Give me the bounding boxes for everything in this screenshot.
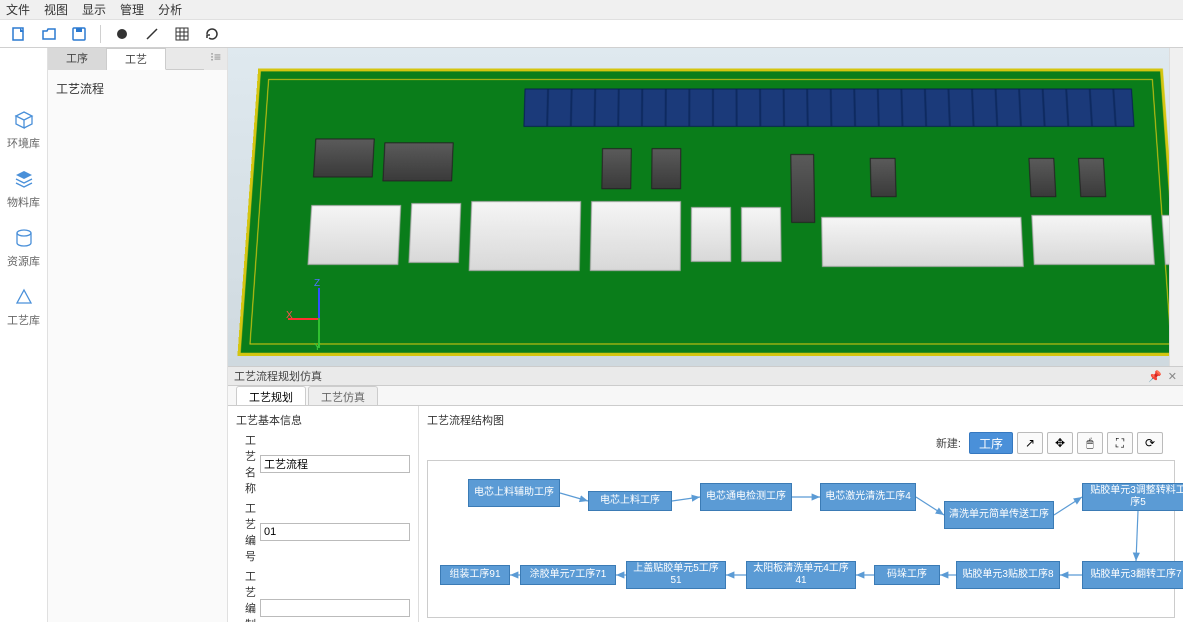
label-maker: 工艺编制人	[236, 568, 260, 622]
tri-icon	[12, 285, 36, 309]
dock-header: 工艺流程规划仿真 📌 ✕	[228, 366, 1183, 386]
flow-node[interactable]: 上盖贴胶单元5工序51	[626, 561, 726, 589]
solar-panel-row	[523, 89, 1134, 127]
flow-node[interactable]: 码垛工序	[874, 565, 940, 585]
rail-process-label: 工艺库	[7, 312, 40, 328]
input-name[interactable]	[260, 455, 410, 473]
dock-title: 工艺流程规划仿真	[234, 368, 322, 384]
flow-node[interactable]: 贴胶单元3调整转料工序5	[1082, 483, 1183, 511]
rail-resource[interactable]: 资源库	[0, 226, 47, 269]
cube-icon	[12, 108, 36, 132]
flow-fit-icon[interactable]: ⛶	[1107, 432, 1133, 454]
tab-gongxu[interactable]: 工序	[48, 48, 107, 70]
rail-process[interactable]: 工艺库	[0, 285, 47, 328]
db-icon	[12, 226, 36, 250]
tree-root[interactable]: 工艺流程	[56, 82, 104, 96]
rail-resource-label: 资源库	[7, 253, 40, 269]
refresh-icon[interactable]	[199, 23, 225, 45]
flow-toolbar: 新建: 工序 ↗ ✥ 🖱 ⛶ ⟳	[936, 432, 1163, 454]
left-panel-tabs: 工序 工艺 ⁝≡	[48, 48, 227, 70]
flow-mouse-icon[interactable]: 🖱	[1077, 432, 1103, 454]
new-icon[interactable]	[6, 23, 32, 45]
rail-env-label: 环境库	[7, 135, 40, 151]
flow-canvas[interactable]: 电芯上料辅助工序 电芯上料工序 电芯通电检测工序电芯激光清洗工序4 清洗单元简单传送工…	[427, 460, 1175, 618]
process-tree[interactable]: 工艺流程	[48, 70, 227, 107]
record-icon[interactable]	[109, 23, 135, 45]
flow-area: 工艺流程结构图 新建: 工序 ↗ ✥ 🖱 ⛶ ⟳ 电芯上料辅助工序电芯上料工序电…	[418, 406, 1183, 622]
dock-content: 工艺基本信息 工艺名称 工艺编号 工艺编制人 关联生产线 电源生产线	[228, 406, 1183, 622]
flow-node[interactable]: 电芯上料工序	[588, 491, 672, 511]
left-panel: 工序 工艺 ⁝≡ 工艺流程	[48, 48, 228, 622]
flow-node[interactable]: 电芯上料辅助工序	[468, 479, 560, 507]
rail-material[interactable]: 物料库	[0, 167, 47, 210]
panel-menu-icon[interactable]: ⁝≡	[204, 48, 227, 70]
flow-node[interactable]: 贴胶单元3贴胶工序8	[956, 561, 1060, 589]
flow-node[interactable]: 组装工序91	[440, 565, 510, 585]
menu-view[interactable]: 视图	[44, 1, 68, 18]
main: 环境库 物料库 资源库 工艺库 工序 工艺 ⁝≡ 工艺流程	[0, 48, 1183, 622]
tab-gongyi[interactable]: 工艺	[107, 48, 166, 70]
label-name: 工艺名称	[236, 432, 260, 496]
viewport-scrollbar[interactable]	[1169, 48, 1183, 366]
open-icon[interactable]	[36, 23, 62, 45]
dock-tab-plan[interactable]: 工艺规划	[236, 386, 306, 405]
form-basic-info: 工艺基本信息 工艺名称 工艺编号 工艺编制人 关联生产线 电源生产线	[228, 406, 418, 622]
dock-pin-icon[interactable]: 📌	[1148, 370, 1162, 383]
toolbar-sep	[100, 25, 101, 43]
viewport-3d[interactable]: X Z Y	[228, 48, 1183, 366]
input-code[interactable]	[260, 523, 410, 541]
rail-material-label: 物料库	[7, 194, 40, 210]
left-rail: 环境库 物料库 资源库 工艺库	[0, 48, 48, 622]
rail-env[interactable]: 环境库	[0, 108, 47, 151]
factory-floor	[237, 69, 1183, 356]
form-group-title: 工艺基本信息	[236, 412, 410, 428]
input-maker[interactable]	[260, 599, 410, 617]
flow-node[interactable]: 涂胶单元7工序71	[520, 565, 616, 585]
layers-icon	[12, 167, 36, 191]
flow-node[interactable]: 贴胶单元3翻转工序7	[1082, 561, 1183, 589]
flow-arrow-icon[interactable]: ↗	[1017, 432, 1043, 454]
center-column: X Z Y 工艺流程规划仿真 📌 ✕ 工艺规划 工艺仿真 工艺基本信息	[228, 48, 1183, 622]
menubar: 文件 视图 显示 管理 分析	[0, 0, 1183, 20]
dock-tab-sim[interactable]: 工艺仿真	[308, 386, 378, 405]
flow-node[interactable]: 清洗单元简单传送工序	[944, 501, 1054, 529]
flow-reload-icon[interactable]: ⟳	[1137, 432, 1163, 454]
axis-gizmo: X Z Y	[288, 288, 348, 348]
menu-disp[interactable]: 显示	[82, 1, 106, 18]
label-code: 工艺编号	[236, 500, 260, 564]
menu-mgmt[interactable]: 管理	[120, 1, 144, 18]
menu-file[interactable]: 文件	[6, 1, 30, 18]
line-icon[interactable]	[139, 23, 165, 45]
flow-node[interactable]: 电芯通电检测工序	[700, 483, 792, 511]
hatch-icon[interactable]	[169, 23, 195, 45]
flow-newlabel: 新建:	[936, 435, 961, 451]
menu-anal[interactable]: 分析	[158, 1, 182, 18]
flow-node[interactable]: 电芯激光清洗工序4	[820, 483, 916, 511]
dock-close-icon[interactable]: ✕	[1168, 370, 1177, 383]
toolbar	[0, 20, 1183, 48]
flow-title: 工艺流程结构图	[427, 412, 1175, 428]
flow-move-icon[interactable]: ✥	[1047, 432, 1073, 454]
save-icon[interactable]	[66, 23, 92, 45]
flow-new-step-button[interactable]: 工序	[969, 432, 1013, 454]
flow-node[interactable]: 太阳板清洗单元4工序41	[746, 561, 856, 589]
dock-tabs: 工艺规划 工艺仿真	[228, 386, 1183, 406]
